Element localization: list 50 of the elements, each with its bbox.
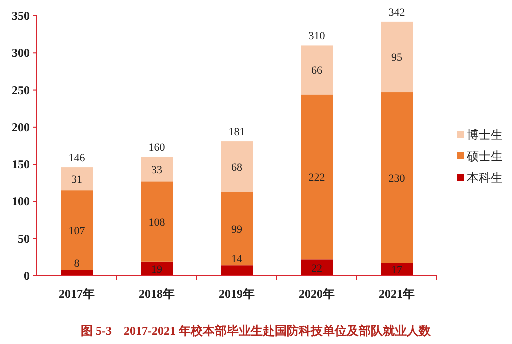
bar bbox=[61, 190, 93, 270]
x-tick-label: 2020年 bbox=[299, 287, 335, 301]
data-label: 222 bbox=[308, 172, 326, 184]
data-label: 31 bbox=[72, 174, 82, 186]
x-tick-label: 2017年 bbox=[59, 287, 95, 301]
data-label: 66 bbox=[312, 65, 323, 78]
data-label: 17 bbox=[392, 264, 403, 277]
y-tick-label: 100 bbox=[12, 194, 30, 209]
y-tick-label: 250 bbox=[12, 83, 30, 98]
legend-label: 本科生 bbox=[467, 171, 503, 185]
bar bbox=[221, 266, 253, 276]
bar bbox=[381, 22, 413, 93]
data-label: 99 bbox=[232, 224, 243, 236]
y-tick-label: 200 bbox=[12, 120, 30, 134]
data-label: 68 bbox=[232, 162, 243, 174]
bar bbox=[221, 192, 253, 266]
bar bbox=[61, 270, 93, 276]
bar bbox=[301, 260, 333, 276]
bar bbox=[301, 94, 333, 260]
legend-label: 博士生 bbox=[467, 128, 503, 142]
data-label: 14 bbox=[232, 254, 243, 266]
y-tick-label: 350 bbox=[12, 9, 30, 23]
bar bbox=[141, 157, 173, 182]
data-label: 22 bbox=[312, 262, 322, 275]
data-label: 19 bbox=[152, 264, 163, 276]
total-label: 160 bbox=[148, 142, 166, 154]
total-label: 181 bbox=[228, 126, 246, 139]
bar bbox=[301, 46, 333, 95]
total-label: 342 bbox=[388, 6, 406, 19]
data-label: 108 bbox=[148, 216, 166, 229]
data-label: 8 bbox=[74, 258, 80, 270]
y-tick-label: 0 bbox=[24, 269, 30, 283]
bar bbox=[221, 142, 253, 192]
bar bbox=[61, 168, 93, 191]
y-tick-label: 300 bbox=[12, 46, 30, 60]
total-label: 310 bbox=[308, 30, 326, 43]
data-label: 33 bbox=[152, 164, 163, 176]
y-tick-label: 150 bbox=[12, 158, 30, 172]
data-label: 95 bbox=[392, 52, 403, 64]
x-tick-label: 2018年 bbox=[139, 287, 175, 301]
y-tick-label: 50 bbox=[18, 232, 30, 246]
legend-label: 硕士生 bbox=[466, 150, 503, 164]
x-tick-label: 2021年 bbox=[379, 287, 415, 301]
text: 图 5-3 2017-2021 年校本部毕业生赴国防科技单位及部队就业人数 bbox=[81, 324, 432, 338]
data-label: 230 bbox=[388, 172, 406, 185]
bar bbox=[381, 92, 413, 264]
data-label: 107 bbox=[68, 225, 86, 238]
total-label: 146 bbox=[68, 152, 86, 165]
x-tick-label: 2019年 bbox=[219, 287, 255, 301]
bar bbox=[141, 182, 173, 262]
